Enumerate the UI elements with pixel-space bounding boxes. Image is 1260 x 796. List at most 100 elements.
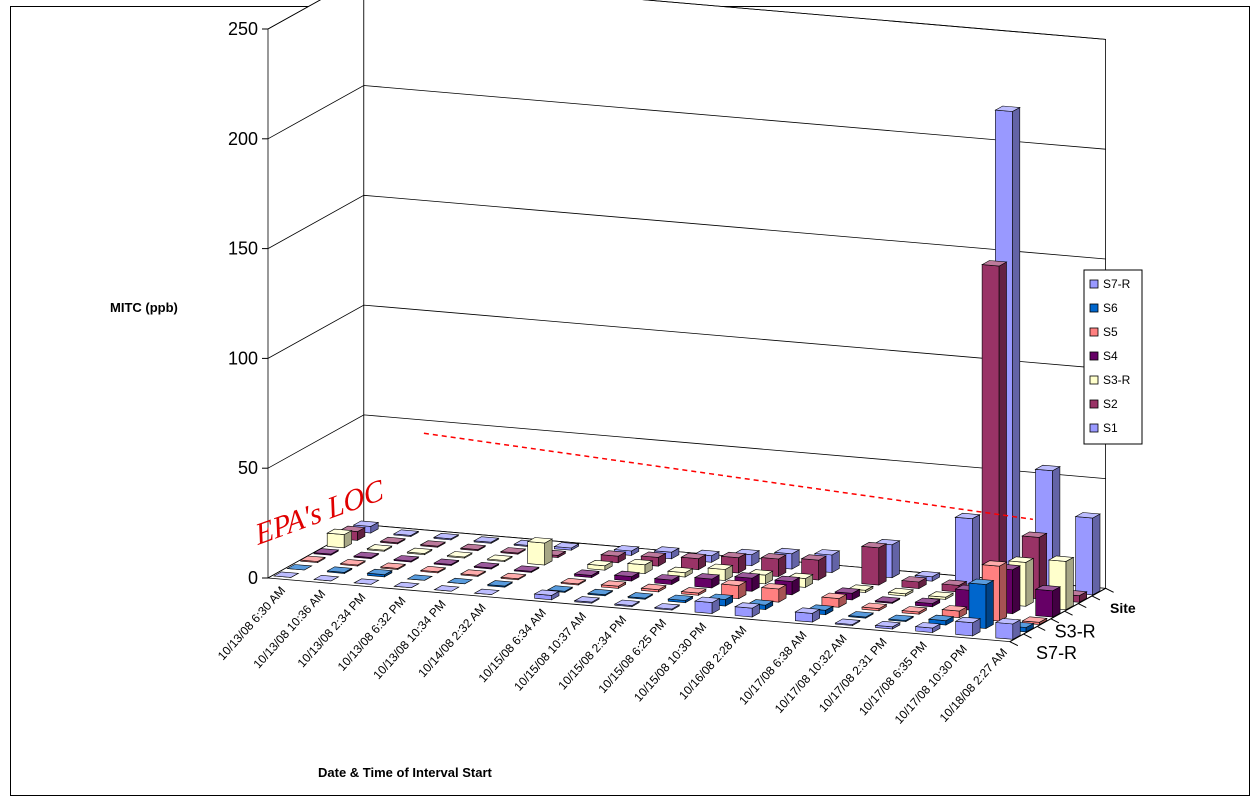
bar [994, 618, 1022, 640]
bar-top [834, 587, 861, 594]
x-tick-label: 10/13/08 10:34 PM [370, 597, 448, 682]
bar-top [954, 616, 982, 624]
bar-top [459, 543, 487, 550]
bar [406, 547, 433, 556]
bar [573, 596, 601, 604]
bar-top [927, 614, 955, 622]
bar-front [981, 264, 1000, 596]
bar-side [998, 561, 1008, 622]
bar-side [544, 538, 553, 566]
legend-label: S3-R [1103, 373, 1131, 387]
bar-top [760, 553, 787, 560]
bar-top [392, 529, 420, 536]
bar-top [473, 588, 500, 595]
bar [794, 607, 821, 623]
bar-side [1052, 586, 1061, 618]
legend-label: S5 [1103, 325, 1118, 339]
bar-top [379, 536, 407, 544]
bar [513, 565, 540, 573]
bar-top [272, 571, 300, 578]
bar-top [326, 566, 353, 573]
bar-top [286, 564, 313, 571]
bar-top [627, 592, 654, 599]
gridline [267, 85, 1106, 150]
bar [901, 606, 928, 615]
bar-top [406, 574, 434, 581]
bar [887, 587, 915, 597]
legend-swatch [1089, 279, 1099, 289]
bar [312, 548, 340, 556]
bar-top [693, 573, 721, 580]
legend-label: S1 [1103, 421, 1118, 435]
bar [446, 551, 473, 559]
bar-side [1092, 513, 1101, 596]
bar-top [887, 587, 915, 595]
bar-side [1025, 557, 1034, 607]
gridline [267, 304, 1106, 370]
bar [1074, 512, 1102, 596]
y-tick-label: 250 [228, 19, 258, 39]
bar [666, 566, 694, 578]
bar [680, 552, 707, 571]
bar [573, 569, 600, 579]
bar [379, 536, 407, 545]
legend-label: S2 [1103, 397, 1118, 411]
bar [954, 512, 981, 586]
z-tick [1105, 587, 1114, 593]
bar-top [613, 545, 640, 552]
y-tick-label: 100 [228, 348, 258, 368]
bar [313, 574, 340, 582]
bar-top [613, 570, 641, 577]
bar-top [680, 587, 707, 594]
gridline [267, 414, 1106, 479]
z-tick [1078, 603, 1087, 609]
bar-side [1065, 556, 1074, 611]
bar-top [640, 551, 667, 558]
bar [473, 588, 500, 595]
bar-top [968, 578, 995, 585]
bar-top [352, 520, 380, 527]
gridline [267, 0, 1106, 40]
loc-group [423, 432, 1033, 521]
bar-top [553, 542, 580, 549]
bar-front [955, 620, 974, 637]
bar-top [586, 559, 614, 567]
bar [326, 566, 353, 575]
bars-group [272, 105, 1102, 640]
z-tick [1023, 633, 1032, 639]
bar [927, 591, 955, 600]
bar-top [773, 575, 801, 582]
bar [419, 540, 447, 548]
bar [627, 592, 654, 600]
bar-top [573, 596, 601, 603]
bar [486, 580, 514, 588]
legend-label: S6 [1103, 301, 1118, 315]
bar [366, 568, 393, 578]
bar-top [954, 512, 981, 520]
bar [379, 562, 407, 571]
bar [653, 603, 681, 611]
bar [419, 565, 447, 574]
bar-top [393, 581, 420, 589]
bar-top [981, 260, 1008, 267]
bar-top [760, 583, 788, 590]
bar-top [900, 576, 928, 583]
legend-swatch [1089, 375, 1099, 385]
bar-top [813, 549, 841, 556]
z-tick-label: S3-R [1055, 621, 1096, 641]
bar [914, 597, 941, 608]
bar-top [326, 528, 353, 535]
bar [667, 594, 694, 604]
z-tick-label: S7-R [1036, 643, 1077, 663]
bar [1034, 584, 1062, 618]
bar [353, 551, 380, 560]
z-axis-label: Site [1110, 600, 1136, 616]
bar-top [366, 568, 393, 576]
bar-top [419, 540, 447, 547]
bar-top [847, 611, 875, 618]
bar-front [527, 541, 546, 566]
bar [613, 599, 641, 608]
bar-top [500, 572, 527, 580]
bar-side [971, 514, 981, 586]
bar-top [419, 565, 447, 573]
